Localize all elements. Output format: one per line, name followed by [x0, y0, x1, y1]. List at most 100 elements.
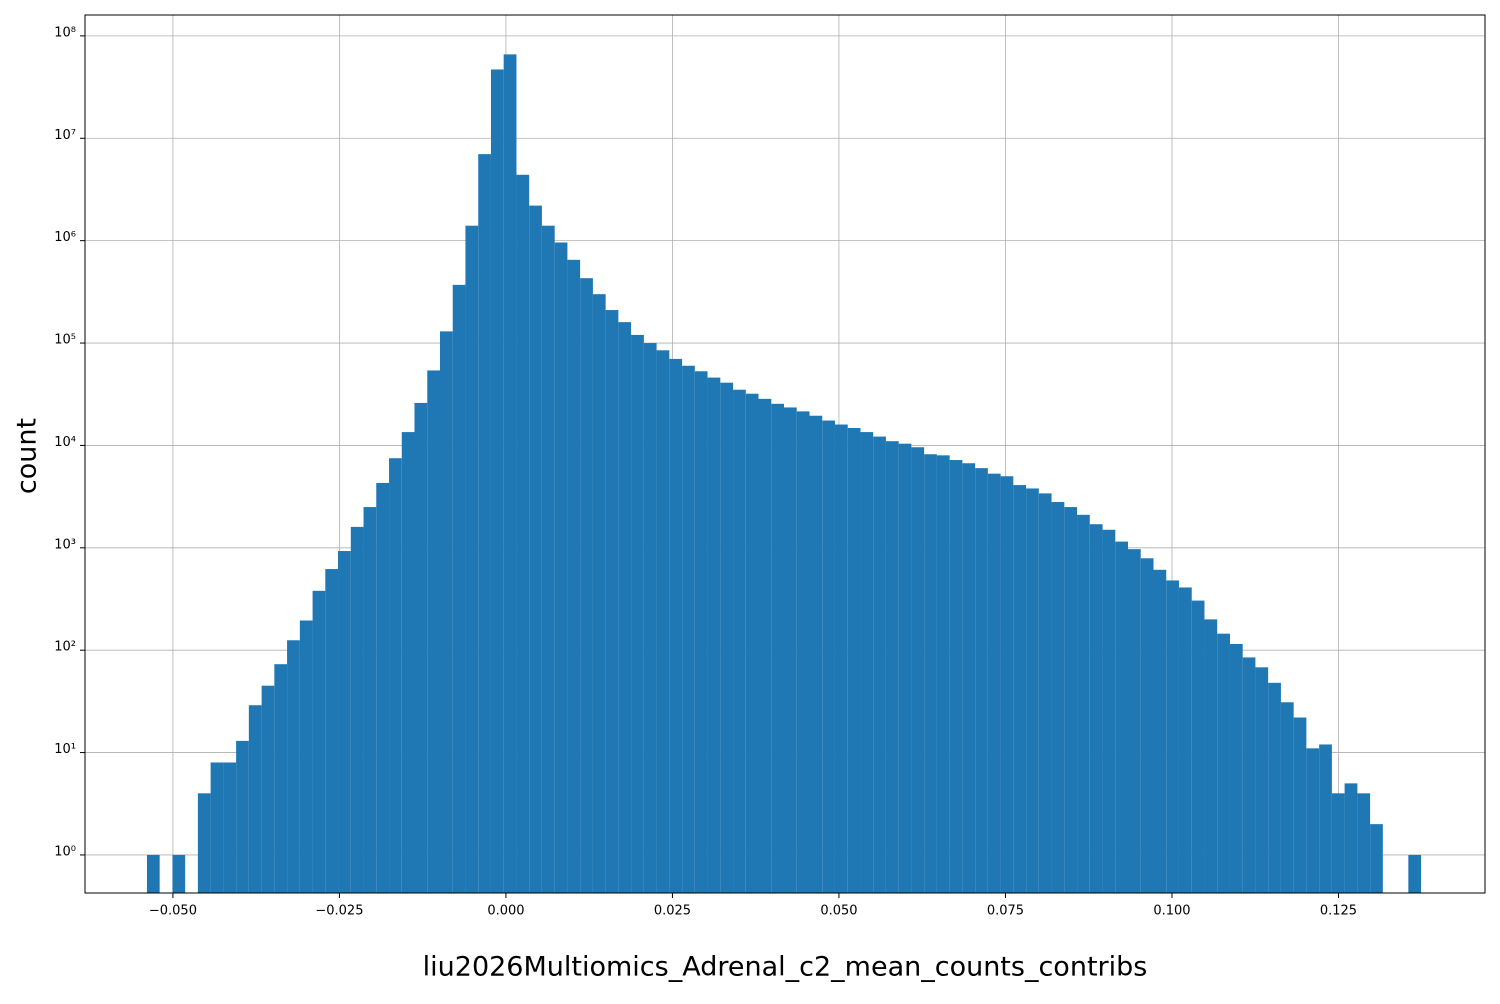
bar	[516, 174, 530, 893]
bar	[1026, 488, 1039, 893]
bar	[962, 463, 976, 893]
bar	[656, 350, 670, 893]
bar	[1178, 587, 1192, 893]
bar	[987, 473, 1001, 893]
bar	[1331, 793, 1345, 893]
bar	[389, 458, 402, 893]
bar	[911, 447, 925, 893]
y-tick-label: 10⁷	[54, 128, 76, 143]
y-tick-label: 10¹	[54, 742, 76, 757]
bar	[1000, 476, 1014, 893]
bar	[860, 432, 874, 893]
bar	[287, 640, 300, 893]
bar	[873, 436, 886, 893]
bar	[1370, 824, 1383, 893]
bar	[439, 331, 453, 893]
bar	[312, 590, 326, 893]
bar	[1268, 682, 1281, 893]
bar	[847, 427, 861, 893]
bar	[210, 762, 224, 893]
bar	[1255, 667, 1269, 893]
bar	[1140, 558, 1154, 893]
y-tick-label: 10⁵	[54, 333, 76, 348]
bar	[834, 424, 848, 893]
bar	[146, 854, 160, 893]
bar	[924, 454, 937, 893]
bar	[529, 205, 542, 893]
bar-layer	[146, 54, 1422, 894]
bar	[758, 398, 772, 893]
bar	[261, 685, 275, 893]
bar	[936, 455, 950, 893]
y-tick-label: 10⁶	[54, 230, 76, 245]
bar	[338, 551, 351, 893]
y-axis-label: count	[12, 418, 43, 494]
bar	[465, 225, 479, 893]
bar	[1191, 600, 1205, 893]
x-tick-label: 0.000	[487, 904, 524, 919]
bar	[1115, 541, 1129, 893]
bar	[771, 403, 785, 893]
x-tick-label: 0.075	[987, 904, 1024, 919]
y-tick-label: 10⁰	[54, 844, 76, 859]
bar	[1102, 529, 1116, 893]
bar	[592, 294, 606, 893]
bar	[503, 54, 517, 893]
bar	[1408, 854, 1422, 893]
bar	[567, 259, 581, 893]
bar	[363, 507, 377, 893]
bar	[580, 278, 593, 893]
bar	[643, 343, 657, 893]
x-tick-label: 0.025	[654, 904, 691, 919]
tick-layer: −0.050 −0.025 0.000 0.025 0.050 0.075 0.100 0.1…	[54, 25, 1357, 918]
bar	[707, 377, 721, 893]
bar	[1306, 748, 1320, 893]
bar	[949, 460, 963, 893]
y-tick-label: 10³	[54, 537, 76, 552]
bar	[452, 284, 466, 893]
bar	[1242, 657, 1256, 893]
bar	[975, 468, 988, 893]
bar	[401, 432, 415, 893]
bar	[898, 443, 912, 893]
x-tick-label: −0.050	[149, 904, 197, 919]
bar	[1217, 633, 1230, 893]
bar	[376, 482, 390, 893]
bar	[694, 371, 708, 893]
bar	[1038, 493, 1052, 893]
bar	[274, 664, 288, 893]
bar	[1166, 580, 1179, 893]
bar	[478, 154, 491, 894]
bar	[618, 322, 632, 893]
bar	[682, 365, 695, 893]
bar	[720, 382, 734, 893]
bar	[554, 242, 568, 894]
bar	[1077, 514, 1090, 893]
bar	[1293, 717, 1307, 893]
bar	[1051, 502, 1065, 893]
y-tick-label: 10⁸	[54, 25, 76, 40]
bar	[885, 441, 899, 893]
bar	[223, 762, 237, 893]
y-tick-label: 10⁴	[54, 435, 76, 450]
bar	[1229, 643, 1243, 893]
bar	[350, 526, 364, 893]
bar	[745, 393, 759, 893]
bar	[1344, 783, 1358, 893]
bar	[1013, 485, 1027, 893]
bar	[427, 370, 440, 893]
bar	[784, 407, 797, 893]
bar	[236, 740, 249, 893]
bar	[822, 420, 835, 893]
bar	[669, 358, 683, 893]
bar	[490, 69, 504, 893]
plot-frame	[84, 14, 1486, 894]
bar	[809, 415, 823, 893]
bar	[541, 225, 555, 893]
bar	[299, 620, 313, 893]
bar	[1319, 744, 1332, 893]
x-tick-label: 0.050	[820, 904, 857, 919]
bar	[631, 334, 644, 894]
